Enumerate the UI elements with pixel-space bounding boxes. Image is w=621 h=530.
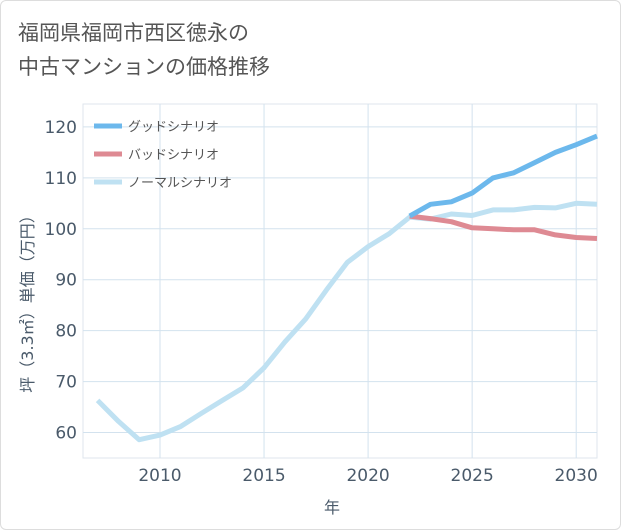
series-line-bad	[409, 213, 598, 241]
title-line-1: 福岡県福岡市西区徳永の	[18, 21, 249, 45]
y-tick-label: 120	[45, 118, 77, 138]
x-tick-label: 2030	[555, 466, 598, 486]
legend-label-normal: ノーマルシナリオ	[128, 176, 232, 191]
x-tick-label: 2015	[242, 466, 285, 486]
legend-label-good: グッドシナリオ	[128, 120, 219, 135]
chart-title: 福岡県福岡市西区徳永の 中古マンションの価格推移	[18, 16, 270, 84]
x-tick-label: 2020	[346, 466, 389, 486]
x-tick-label: 2025	[451, 466, 494, 486]
plot-area	[82, 103, 598, 459]
y-tick-label: 110	[45, 169, 77, 189]
tick-labels: 2010 2015 2020 2025 2030 60 70 80 90 100 110 120	[45, 118, 598, 486]
x-axis-label: 年	[324, 498, 340, 517]
y-tick-label: 60	[55, 424, 77, 444]
series-line-good	[408, 133, 598, 219]
series-line-normal	[95, 200, 598, 443]
y-tick-label: 80	[55, 322, 77, 342]
y-tick-label: 90	[55, 271, 77, 291]
x-tick-label: 2010	[138, 466, 181, 486]
title-line-2: 中古マンションの価格推移	[18, 55, 270, 79]
legend-label-bad: バッドシナリオ	[128, 148, 219, 163]
y-tick-label: 100	[45, 220, 77, 240]
grid-lines	[82, 103, 598, 459]
y-tick-label: 70	[55, 373, 77, 393]
y-axis-label: 坪（3.3㎡）単価（万円）	[18, 207, 37, 392]
series-lines	[95, 133, 598, 443]
